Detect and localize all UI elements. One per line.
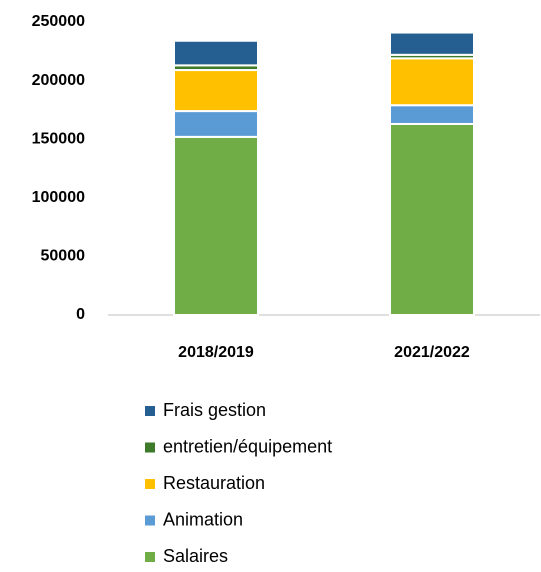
legend-label: Salaires	[163, 546, 228, 566]
legend-swatch	[145, 552, 155, 562]
bar-segment	[173, 110, 259, 138]
legend-label: Animation	[163, 509, 243, 529]
bar-segment	[389, 104, 475, 125]
y-tick-label: 150000	[32, 130, 85, 147]
x-tick-label: 2021/2022	[394, 344, 470, 361]
y-tick-label: 0	[76, 306, 85, 323]
y-tick-label: 50000	[41, 248, 86, 265]
legend-swatch	[145, 515, 155, 526]
y-tick-label: 250000	[32, 13, 85, 30]
legend-label: Restauration	[163, 473, 265, 493]
y-tick-label: 100000	[32, 189, 85, 206]
y-tick-label: 200000	[32, 72, 85, 89]
legend-swatch	[145, 442, 155, 453]
bar-segment	[389, 57, 475, 107]
x-tick-label: 2018/2019	[178, 344, 254, 361]
bar-segment	[173, 69, 259, 113]
legend-label: entretien/équipement	[163, 436, 332, 456]
legend-swatch	[145, 406, 155, 416]
legend-label: Frais gestion	[163, 400, 266, 420]
bar-segment	[389, 31, 475, 56]
bar-segment	[173, 39, 259, 67]
bar-segment	[173, 135, 259, 316]
legend-swatch	[145, 479, 155, 489]
bar-segment	[389, 122, 475, 316]
